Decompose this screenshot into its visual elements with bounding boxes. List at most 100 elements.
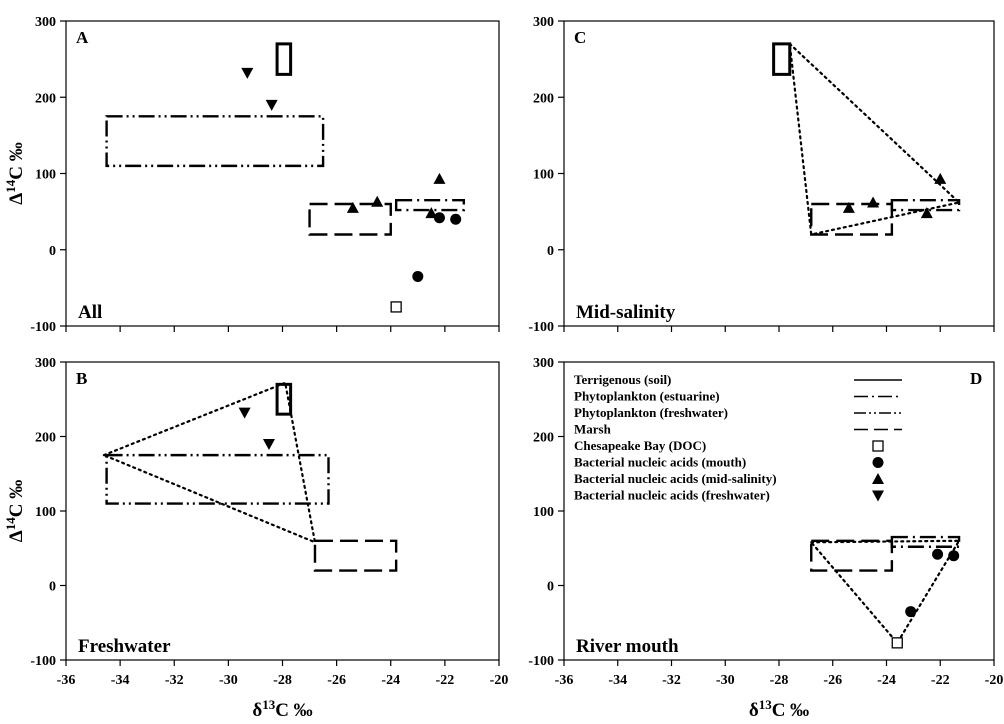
y-tick-label: 200 (533, 431, 554, 446)
y-tick-label: 300 (533, 15, 554, 30)
point-bacterial-nucleic-acids-mid-salinity (371, 195, 384, 207)
x-tick-label: -24 (381, 673, 400, 688)
point-chesapeake-bay-doc (390, 301, 402, 313)
mixing-polygon (788, 41, 962, 236)
mixing-polygon (808, 539, 962, 645)
panel-label: River mouth (576, 636, 679, 657)
legend: Terrigenous (soil) Phytoplankton (estuari… (574, 372, 902, 503)
x-tick-label: -22 (931, 673, 950, 688)
x-tick-label: -32 (165, 673, 184, 688)
legend-symbol-bacterial-nucleic-acids-mouth (872, 457, 884, 468)
x-tick-label: -36 (57, 673, 76, 688)
point-bacterial-nucleic-acids-mouth (948, 550, 960, 562)
panel-label: All (78, 302, 102, 323)
source-box-marsh (810, 539, 894, 572)
y-tick-label: 200 (35, 91, 56, 106)
point-bacterial-nucleic-acids-mid-salinity (346, 201, 359, 213)
point-bacterial-nucleic-acids-mid-salinity (425, 207, 438, 219)
y-tick-label: 300 (35, 15, 56, 30)
x-tick-label: -22 (436, 673, 455, 688)
panel-letter: A (76, 28, 89, 47)
x-tick-label: -36 (555, 673, 574, 688)
point-bacterial-nucleic-acids-mid-salinity (842, 201, 855, 213)
source-box-terrigenous-soil (275, 42, 293, 76)
x-tick-label: -24 (877, 673, 896, 688)
y-tick-label: -100 (528, 654, 554, 669)
point-chesapeake-bay-doc (891, 637, 903, 649)
point-bacterial-nucleic-acids-mouth (412, 270, 424, 282)
y-axis-title: Δ14C ‰ (3, 480, 28, 542)
x-tick-label: -34 (111, 673, 130, 688)
source-box-terrigenous-soil (772, 42, 792, 76)
point-bacterial-nucleic-acids-mouth (932, 548, 944, 560)
y-tick-label: 100 (35, 168, 56, 183)
panel-a: -100 0 100 200 300 A All Δ14C ‰ (3, 15, 500, 335)
y-tick-label: 300 (35, 356, 56, 371)
x-tick-label: -28 (770, 673, 789, 688)
x-tick-label: -26 (327, 673, 346, 688)
y-tick-label: 200 (35, 431, 56, 446)
legend-symbol-bacterial-nucleic-acids-mid-salinity (872, 473, 884, 484)
plot-frame (65, 361, 500, 661)
point-bacterial-nucleic-acids-freshwater (241, 67, 254, 79)
x-tick-label: -20 (985, 673, 1004, 688)
source-box-phytoplankton-estuarine (890, 198, 961, 212)
x-tick-label: -30 (716, 673, 735, 688)
plot-frame (563, 20, 995, 327)
x-tick-label: -26 (823, 673, 842, 688)
point-bacterial-nucleic-acids-freshwater (265, 99, 278, 111)
x-tick-label: -28 (273, 673, 292, 688)
y-tick-label: 200 (533, 91, 554, 106)
x-axis-title: δ13C ‰ (749, 697, 809, 722)
panel-label: Mid-salinity (576, 302, 676, 323)
y-tick-label: -100 (30, 654, 56, 669)
x-axis-title: δ13C ‰ (252, 697, 312, 722)
legend-label-phytoplankton-freshwater: Phytoplankton (freshwater) (574, 405, 728, 420)
source-box-marsh (308, 202, 392, 236)
panel-label: Freshwater (78, 636, 171, 657)
panel-b: -36 -34 -32 -30 -28 -26 -24 -22 -20 -100 0 100 200 30… (3, 356, 509, 721)
y-tick-label: -100 (528, 320, 554, 335)
y-tick-label: 100 (35, 505, 56, 520)
panel-letter: C (574, 28, 586, 47)
y-tick-label: -100 (30, 320, 56, 335)
panel-c: -100 0 100 200 300 C Mid-salinity (528, 15, 995, 335)
legend-symbol-bacterial-nucleic-acids-freshwater (872, 490, 884, 502)
legend-symbol-chesapeake-bay-doc (872, 440, 884, 452)
y-tick-label: 0 (547, 244, 554, 259)
legend-label-phytoplankton-estuarine: Phytoplankton (estuarine) (574, 389, 720, 404)
y-tick-label: 100 (533, 505, 554, 520)
panel-letter: B (76, 369, 87, 388)
point-bacterial-nucleic-acids-mouth (433, 212, 445, 224)
y-tick-label: 0 (547, 580, 554, 595)
y-axis-title: Δ14C ‰ (3, 142, 28, 204)
source-box-phytoplankton-freshwater (105, 115, 325, 168)
point-bacterial-nucleic-acids-mid-salinity (433, 172, 446, 184)
point-bacterial-nucleic-acids-mid-salinity (934, 172, 947, 184)
y-tick-label: 100 (533, 168, 554, 183)
point-bacterial-nucleic-acids-mid-salinity (867, 196, 880, 208)
point-bacterial-nucleic-acids-mid-salinity (920, 207, 933, 219)
source-box-marsh (313, 539, 398, 572)
legend-label-bacterial-nucleic-acids-mouth: Bacterial nucleic acids (mouth) (574, 455, 746, 470)
point-bacterial-nucleic-acids-mouth (905, 606, 917, 618)
x-tick-label: -30 (219, 673, 238, 688)
point-bacterial-nucleic-acids-freshwater (262, 438, 275, 450)
legend-label-marsh: Marsh (574, 422, 612, 437)
panel-letter: D (970, 369, 982, 388)
legend-label-bacterial-nucleic-acids-freshwater: Bacterial nucleic acids (freshwater) (574, 488, 770, 503)
x-tick-label: -20 (490, 673, 509, 688)
x-tick-label: -32 (662, 673, 681, 688)
y-tick-label: 0 (49, 244, 56, 259)
x-tick-label: -34 (608, 673, 627, 688)
source-box-phytoplankton-estuarine (394, 198, 466, 212)
y-tick-label: 0 (49, 580, 56, 595)
plot-frame (65, 20, 500, 327)
legend-label-chesapeake-bay-doc: Chesapeake Bay (DOC) (574, 438, 706, 453)
point-bacterial-nucleic-acids-mouth (450, 213, 462, 225)
y-tick-label: 300 (533, 356, 554, 371)
legend-label-bacterial-nucleic-acids-mid-salinity: Bacterial nucleic acids (mid-salinity) (574, 471, 777, 486)
point-bacterial-nucleic-acids-freshwater (238, 407, 251, 419)
source-box-phytoplankton-freshwater (105, 453, 330, 505)
